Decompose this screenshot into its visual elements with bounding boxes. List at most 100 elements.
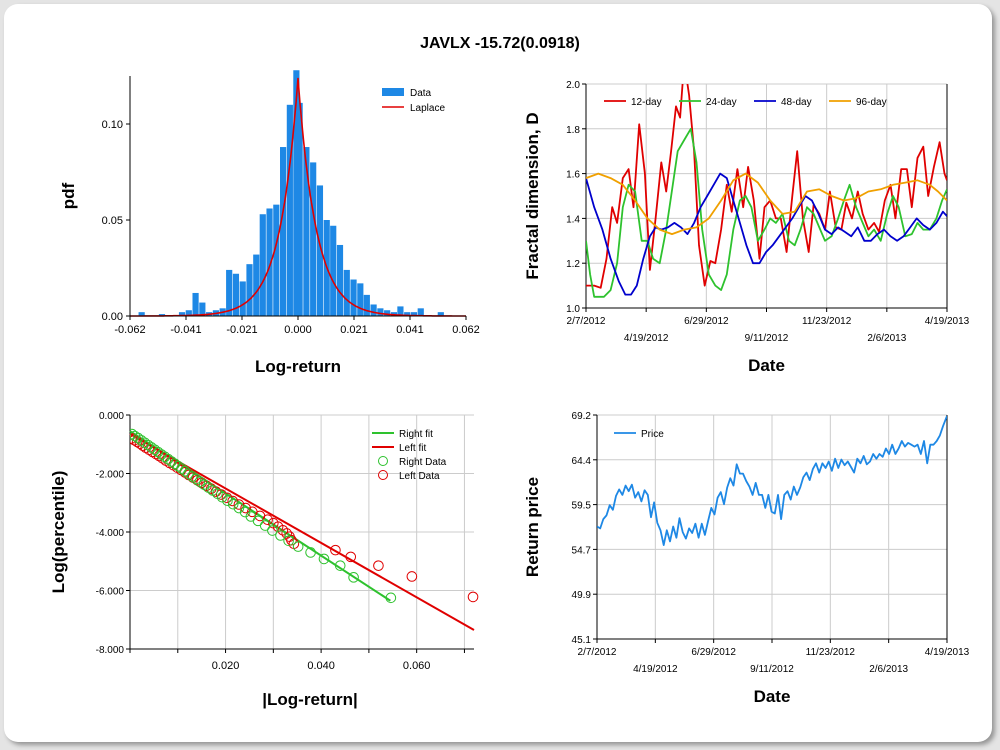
- x-tick-label: 11/23/2012: [806, 647, 856, 658]
- scatter-point-Left Data: [345, 551, 357, 563]
- scatter-point-Right Data: [222, 495, 233, 507]
- scatter-point-Left Data: [233, 499, 245, 510]
- histogram-bar: [310, 162, 317, 316]
- y-tick-label: -6.000: [96, 587, 125, 598]
- y-tick-label: 1.8: [566, 125, 580, 136]
- scatter-point-Left Data: [277, 524, 289, 536]
- scatter-point-Left Data: [467, 591, 479, 603]
- x-axis-title: Date: [754, 687, 791, 706]
- histogram-bar: [417, 308, 424, 316]
- scatter-point-Left Data: [130, 433, 137, 444]
- legend-label-right-fit: Right fit: [399, 429, 433, 440]
- y-tick-label: 0.10: [102, 119, 123, 131]
- histogram-bar: [293, 70, 300, 317]
- histogram-bar: [296, 102, 303, 316]
- x-tick-label: 0.060: [403, 660, 431, 672]
- histogram-bar: [437, 312, 444, 316]
- x-tick-label: 6/29/2012: [684, 316, 729, 327]
- y-tick-label: 1.4: [566, 214, 580, 225]
- histogram-bar: [357, 283, 364, 316]
- y-tick-label: 0.00: [102, 311, 123, 323]
- y-axis-title: pdf: [59, 182, 78, 209]
- y-tick-label: 1.2: [566, 259, 580, 270]
- x-tick-label: 0.020: [212, 660, 240, 672]
- scatter-point-Right Data: [385, 592, 397, 604]
- histogram-bar: [330, 225, 337, 316]
- scatter-point-Right Data: [348, 572, 359, 583]
- histogram-bar: [384, 310, 391, 316]
- legend-label-24-day: 24-day: [706, 97, 737, 108]
- scatter-point-Right Data: [179, 465, 191, 477]
- legend-label-right-data: Right Data: [399, 457, 447, 468]
- page-title: JAVLX -15.72(0.0918): [420, 35, 580, 52]
- y-tick-label: 1.6: [566, 170, 580, 181]
- scatter-point-Left Data: [373, 560, 384, 571]
- x-tick-label: 2/7/2012: [578, 647, 617, 658]
- legend-label-12-day: 12-day: [631, 97, 662, 108]
- series-line-Price: [597, 415, 947, 546]
- scatter-point-Right Data: [305, 547, 316, 558]
- y-axis-title: Fractal dimension, D: [523, 112, 542, 279]
- x-tick-label: -0.041: [170, 324, 201, 336]
- x-tick-label: 0.000: [284, 324, 312, 336]
- scatter-point-Left Data: [406, 571, 418, 582]
- scatter-point-Left Data: [240, 502, 251, 514]
- histogram-bar: [246, 264, 253, 316]
- series-line-96-day: [586, 172, 947, 235]
- histogram-bar: [266, 208, 273, 316]
- histogram-bar: [370, 304, 377, 316]
- y-tick-label: 64.4: [572, 456, 592, 467]
- histogram-bar: [185, 310, 192, 316]
- series-line-12-day: [586, 84, 947, 289]
- x-tick-label: 4/19/2012: [624, 333, 669, 344]
- y-tick-label: -8.000: [96, 645, 125, 656]
- y-axis-title: Return price: [523, 477, 542, 577]
- scatter-point-Right Data: [283, 535, 294, 547]
- price-panel: 45.1 49.9 54.7 59.5 64.4 69.2 2/7/2012 4/19/201…: [523, 411, 970, 706]
- histogram-bar: [286, 104, 293, 316]
- histogram-bar: [336, 244, 344, 316]
- tail-panel: 0.000 -2.000 -4.000 -6.000 -8.000 0.020 0.040 0…: [49, 411, 479, 709]
- histogram-bar: [178, 312, 186, 316]
- histogram-bar: [343, 269, 350, 316]
- x-tick-label: 2/6/2013: [867, 333, 906, 344]
- x-axis-title: Log-return: [255, 357, 341, 376]
- x-tick-label: 6/29/2012: [691, 647, 736, 658]
- scatter-point-Right Data: [334, 560, 346, 571]
- y-tick-label: 2.0: [566, 80, 580, 91]
- histogram-bar: [273, 204, 280, 316]
- scatter-point-Left Data: [131, 436, 143, 448]
- y-tick-label: 54.7: [572, 545, 592, 556]
- y-tick-label: 45.1: [572, 635, 592, 646]
- legend-swatch-right-data: [378, 456, 388, 466]
- scatter-point-Right Data: [275, 530, 286, 541]
- y-tick-label: 69.2: [572, 411, 592, 422]
- scatter-point-Right Data: [176, 463, 187, 474]
- x-tick-label: -0.062: [114, 324, 145, 336]
- legend-label-96-day: 96-day: [856, 97, 887, 108]
- histogram-bar: [410, 312, 418, 316]
- histogram-bar: [138, 312, 145, 316]
- histogram-bar: [253, 254, 260, 316]
- histogram-bar: [226, 269, 233, 316]
- histogram-bar: [158, 314, 166, 316]
- scatter-point-Left Data: [330, 544, 341, 556]
- y-tick-label: 0.000: [99, 411, 124, 422]
- x-tick-label: 2/6/2013: [869, 664, 908, 675]
- histogram-bar: [363, 294, 370, 316]
- x-tick-label: 4/19/2013: [925, 316, 970, 327]
- legend-swatch-data: [382, 88, 404, 96]
- x-tick-label: 9/11/2012: [750, 664, 794, 675]
- y-tick-label: -2.000: [96, 470, 125, 481]
- scatter-point-Right Data: [259, 520, 271, 531]
- series-line-24-day: [586, 127, 947, 298]
- x-tick-label: 0.062: [452, 324, 480, 336]
- histogram-bar: [404, 312, 411, 316]
- histogram-bar: [199, 302, 206, 316]
- histogram-bar: [350, 279, 357, 316]
- histogram-bar: [232, 273, 240, 316]
- histogram-bar: [192, 292, 199, 316]
- x-axis-title: |Log-return|: [262, 690, 357, 709]
- legend-swatch-left-data: [378, 470, 388, 480]
- x-tick-label: 2/7/2012: [567, 316, 606, 327]
